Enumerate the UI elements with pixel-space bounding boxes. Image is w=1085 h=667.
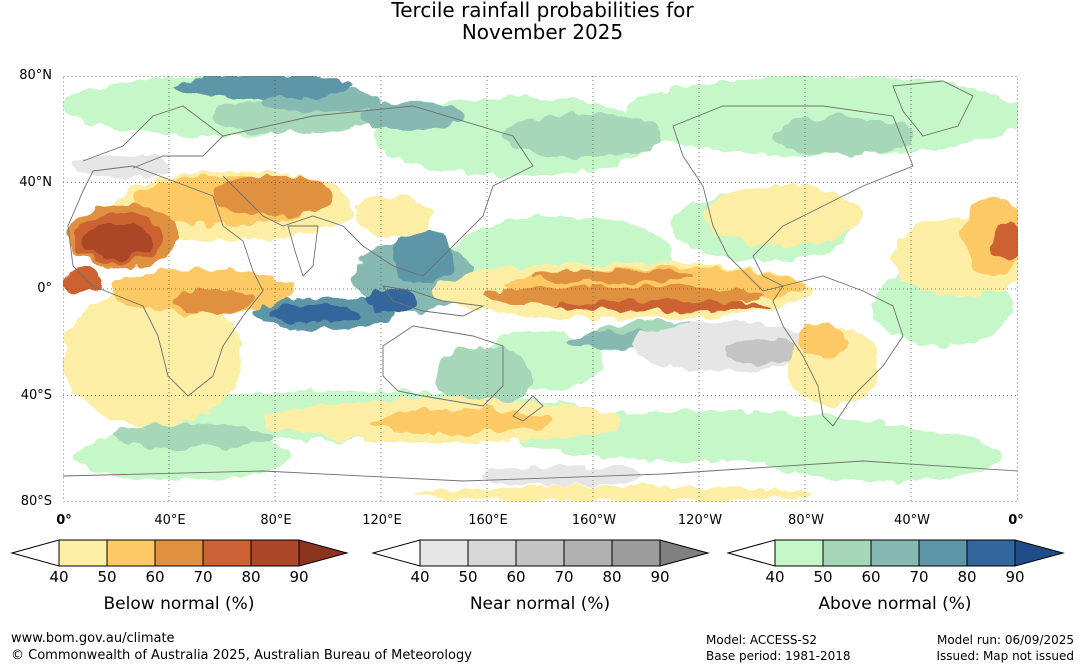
above-swatch-90	[1015, 540, 1063, 566]
graticule	[63, 76, 1018, 502]
near-swatch-50-60	[468, 540, 516, 566]
below-tick-80: 80	[241, 568, 261, 586]
footer-issued: Issued: Map not issued	[936, 649, 1074, 663]
lon-label-80w: 80°W	[788, 513, 824, 528]
rainfall-probability-map[interactable]	[63, 76, 1018, 502]
above-tick-50: 50	[813, 568, 833, 586]
below-tick-70: 70	[193, 568, 213, 586]
above-tick-60: 60	[861, 568, 881, 586]
lon-label-0: 0°	[56, 513, 72, 528]
lon-label-120w: 120°W	[677, 513, 723, 528]
below-swatch-40-50	[59, 540, 107, 566]
below-swatch-50-60	[107, 540, 155, 566]
lon-label-120e: 120°E	[362, 513, 402, 528]
map-title-line2: November 2025	[461, 20, 624, 44]
map-title-line1: Tercile rainfall probabilities for	[391, 0, 694, 22]
lon-label-0-east: 0°	[1008, 513, 1024, 528]
near-open-end	[371, 539, 421, 567]
above-swatch-40-50	[775, 540, 823, 566]
below-normal-colorbar	[10, 539, 349, 567]
near-swatch-60-70	[516, 540, 564, 566]
below-normal-label: Below normal (%)	[103, 594, 255, 614]
above-normal-colorbar	[726, 539, 1065, 567]
above-normal-label: Above normal (%)	[818, 594, 972, 614]
above-tick-40: 40	[765, 568, 785, 586]
above-swatch-80-90	[967, 540, 1015, 566]
footer-model: Model: ACCESS-S2	[706, 633, 818, 647]
above-swatch-50-60	[823, 540, 871, 566]
above-tick-70: 70	[909, 568, 929, 586]
near-normal-colorbar	[371, 539, 710, 567]
below-tick-50: 50	[97, 568, 117, 586]
below-tick-40: 40	[49, 568, 69, 586]
below-open-end	[10, 539, 60, 567]
footer-base-period: Base period: 1981-2018	[706, 649, 851, 663]
near-tick-40: 40	[410, 568, 430, 586]
below-swatch-90	[299, 540, 347, 566]
probability-shading	[63, 76, 1018, 502]
lat-label-80s: 80°S	[20, 494, 52, 509]
lat-label-40s: 40°S	[20, 388, 52, 403]
lon-label-160w: 160°W	[571, 513, 617, 528]
near-tick-90: 90	[650, 568, 670, 586]
lat-label-40n: 40°N	[19, 175, 52, 190]
below-swatch-80-90	[251, 540, 299, 566]
above-swatch-70-80	[919, 540, 967, 566]
below-swatch-70-80	[203, 540, 251, 566]
near-tick-60: 60	[506, 568, 526, 586]
lon-label-80e: 80°E	[260, 513, 292, 528]
lon-label-40e: 40°E	[154, 513, 186, 528]
near-swatch-70-80	[564, 540, 612, 566]
above-tick-90: 90	[1005, 568, 1025, 586]
footer-copyright: © Commonwealth of Australia 2025, Austra…	[11, 648, 472, 663]
near-swatch-40-50	[420, 540, 468, 566]
lat-label-80n: 80°N	[19, 68, 52, 83]
near-tick-50: 50	[458, 568, 478, 586]
lon-label-40w: 40°W	[894, 513, 930, 528]
lat-label-0: 0°	[37, 281, 52, 296]
coastlines	[63, 80, 1018, 482]
above-open-end	[726, 539, 776, 567]
lon-label-160e: 160°E	[468, 513, 508, 528]
near-swatch-90	[660, 540, 708, 566]
below-tick-90: 90	[289, 568, 309, 586]
near-tick-70: 70	[554, 568, 574, 586]
below-swatch-60-70	[155, 540, 203, 566]
near-normal-label: Near normal (%)	[469, 594, 611, 614]
below-tick-60: 60	[145, 568, 165, 586]
near-tick-80: 80	[602, 568, 622, 586]
above-tick-80: 80	[957, 568, 977, 586]
footer-model-run: Model run: 06/09/2025	[936, 633, 1074, 647]
footer-url[interactable]: www.bom.gov.au/climate	[11, 631, 175, 646]
near-swatch-80-90	[612, 540, 660, 566]
above-swatch-60-70	[871, 540, 919, 566]
